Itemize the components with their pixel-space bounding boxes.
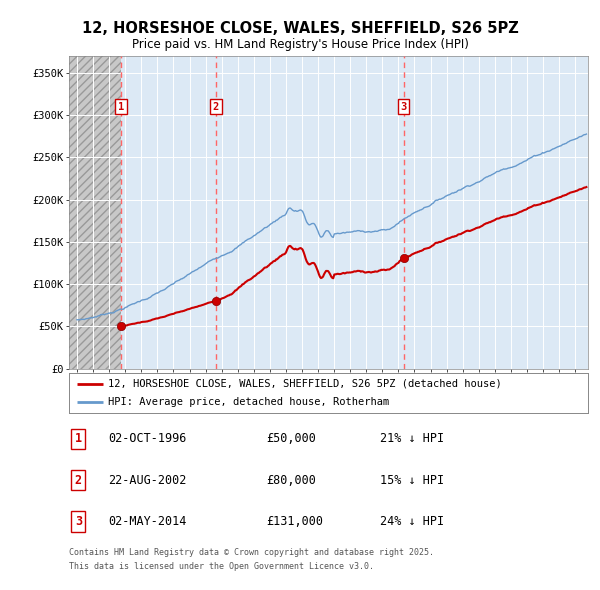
Text: 12, HORSESHOE CLOSE, WALES, SHEFFIELD, S26 5PZ: 12, HORSESHOE CLOSE, WALES, SHEFFIELD, S… xyxy=(82,21,518,35)
Text: 02-OCT-1996: 02-OCT-1996 xyxy=(108,432,187,445)
Text: 21% ↓ HPI: 21% ↓ HPI xyxy=(380,432,445,445)
Text: 22-AUG-2002: 22-AUG-2002 xyxy=(108,474,187,487)
Text: Contains HM Land Registry data © Crown copyright and database right 2025.: Contains HM Land Registry data © Crown c… xyxy=(69,548,434,556)
Text: £80,000: £80,000 xyxy=(266,474,316,487)
Text: 3: 3 xyxy=(401,101,407,112)
Text: 24% ↓ HPI: 24% ↓ HPI xyxy=(380,515,445,528)
Text: 2: 2 xyxy=(213,101,219,112)
Text: 15% ↓ HPI: 15% ↓ HPI xyxy=(380,474,445,487)
Text: 02-MAY-2014: 02-MAY-2014 xyxy=(108,515,187,528)
Text: 2: 2 xyxy=(75,474,82,487)
Text: 12, HORSESHOE CLOSE, WALES, SHEFFIELD, S26 5PZ (detached house): 12, HORSESHOE CLOSE, WALES, SHEFFIELD, S… xyxy=(108,379,502,389)
Text: HPI: Average price, detached house, Rotherham: HPI: Average price, detached house, Roth… xyxy=(108,397,389,407)
Text: 3: 3 xyxy=(75,515,82,528)
Text: This data is licensed under the Open Government Licence v3.0.: This data is licensed under the Open Gov… xyxy=(69,562,374,571)
Text: £131,000: £131,000 xyxy=(266,515,323,528)
Text: Price paid vs. HM Land Registry's House Price Index (HPI): Price paid vs. HM Land Registry's House … xyxy=(131,38,469,51)
Text: 1: 1 xyxy=(75,432,82,445)
Bar xyxy=(69,56,121,369)
Text: £50,000: £50,000 xyxy=(266,432,316,445)
Text: 1: 1 xyxy=(118,101,124,112)
